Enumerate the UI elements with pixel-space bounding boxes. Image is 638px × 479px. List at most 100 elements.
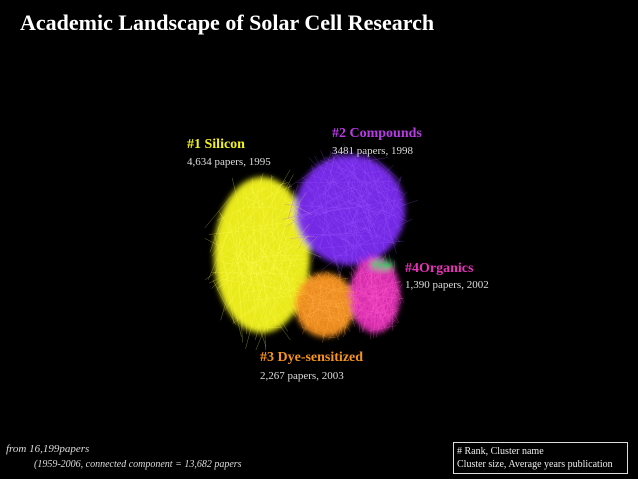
network-edge	[233, 204, 301, 313]
network-edge	[353, 307, 385, 321]
network-edge	[370, 273, 375, 340]
network-edge	[258, 247, 285, 260]
network-edge	[263, 169, 291, 217]
network-edge	[318, 283, 339, 341]
network-edge	[366, 153, 397, 221]
network-edge	[368, 325, 397, 332]
network-edge	[228, 220, 251, 234]
network-edge	[384, 252, 390, 274]
network-edge	[300, 276, 317, 287]
network-edge	[327, 285, 343, 318]
network-edge	[246, 243, 301, 266]
network-edge	[336, 166, 388, 198]
legend-line-1: # Rank, Cluster name	[457, 446, 544, 457]
network-edge	[300, 291, 345, 308]
network-edge	[324, 156, 381, 193]
network-edge	[307, 273, 319, 327]
network-edge	[354, 269, 383, 308]
network-edge	[298, 317, 304, 330]
network-edge	[376, 258, 384, 300]
network-edge	[317, 319, 342, 322]
network-edge	[343, 210, 377, 258]
network-edge	[251, 178, 259, 306]
network-edge	[347, 290, 357, 303]
network-edge	[244, 187, 271, 315]
network-edge	[355, 300, 370, 316]
network-edge	[312, 298, 340, 303]
network-edge	[232, 212, 268, 266]
network-edge	[314, 283, 323, 321]
network-edge	[328, 298, 341, 310]
network-edge	[250, 186, 286, 261]
network-edge	[321, 207, 348, 232]
network-edge	[224, 256, 291, 273]
network-edge	[307, 152, 332, 217]
cluster-4-info: 1,390 papers, 2002	[405, 279, 489, 291]
network-edge	[252, 285, 257, 313]
network-edge	[218, 210, 297, 318]
network-edge	[299, 198, 404, 217]
network-edge	[315, 225, 387, 263]
network-edge	[396, 204, 406, 218]
network-edge	[231, 259, 233, 291]
network-edge	[303, 308, 329, 312]
network-edge	[297, 280, 337, 329]
network-edge	[208, 224, 232, 280]
network-edge	[296, 299, 320, 302]
network-edge	[321, 300, 331, 328]
network-edge	[248, 233, 287, 280]
network-edge	[362, 271, 382, 318]
network-edge	[205, 218, 288, 281]
network-edge	[217, 259, 282, 284]
network-edge	[240, 179, 263, 206]
network-edge	[255, 286, 277, 314]
cluster-3-name: #3 Dye-sensitized	[260, 350, 364, 365]
network-edge	[293, 237, 304, 267]
network-edge	[310, 164, 394, 247]
network-edge	[372, 285, 378, 339]
network-edge	[236, 254, 298, 287]
network-edge	[236, 232, 254, 256]
network-edge	[310, 281, 339, 293]
network-edge	[355, 162, 403, 212]
network-edge	[258, 266, 276, 323]
network-edge	[374, 223, 380, 246]
network-edge	[305, 287, 314, 301]
network-edge	[293, 204, 372, 216]
network-edge	[229, 221, 253, 329]
network-edge	[284, 236, 315, 239]
network-edge	[366, 280, 393, 319]
network-edge	[325, 304, 347, 323]
network-edge	[323, 153, 336, 197]
network-edge	[351, 283, 373, 303]
network-edge	[288, 195, 350, 257]
network-edge	[216, 230, 264, 291]
network-edge	[357, 199, 408, 222]
network-edge	[298, 211, 328, 221]
network-edge	[262, 217, 290, 298]
network-edge	[352, 299, 390, 318]
network-edge	[350, 295, 384, 298]
network-edge	[246, 221, 295, 228]
network-edge	[300, 193, 342, 220]
network-edge	[322, 313, 331, 343]
page-title: Academic Landscape of Solar Cell Researc…	[20, 10, 435, 35]
network-edge	[240, 293, 306, 302]
cluster-2-name: #2 Compounds	[332, 126, 422, 141]
network-edge	[247, 234, 250, 272]
network-edge	[330, 183, 391, 207]
network-edge	[326, 310, 331, 327]
network-edge	[381, 278, 393, 318]
network-edge	[296, 279, 341, 308]
network-edge	[373, 276, 400, 324]
network-edge	[352, 269, 396, 318]
network-edge	[305, 181, 371, 274]
network-edge	[235, 285, 292, 320]
network-edge	[362, 277, 376, 295]
network-edge	[341, 151, 359, 190]
network-edge	[347, 206, 364, 256]
network-edge	[294, 206, 325, 219]
legend-line-2: Cluster size, Average years publication	[457, 459, 613, 470]
network-edge	[353, 261, 365, 303]
network-edge	[285, 196, 342, 227]
